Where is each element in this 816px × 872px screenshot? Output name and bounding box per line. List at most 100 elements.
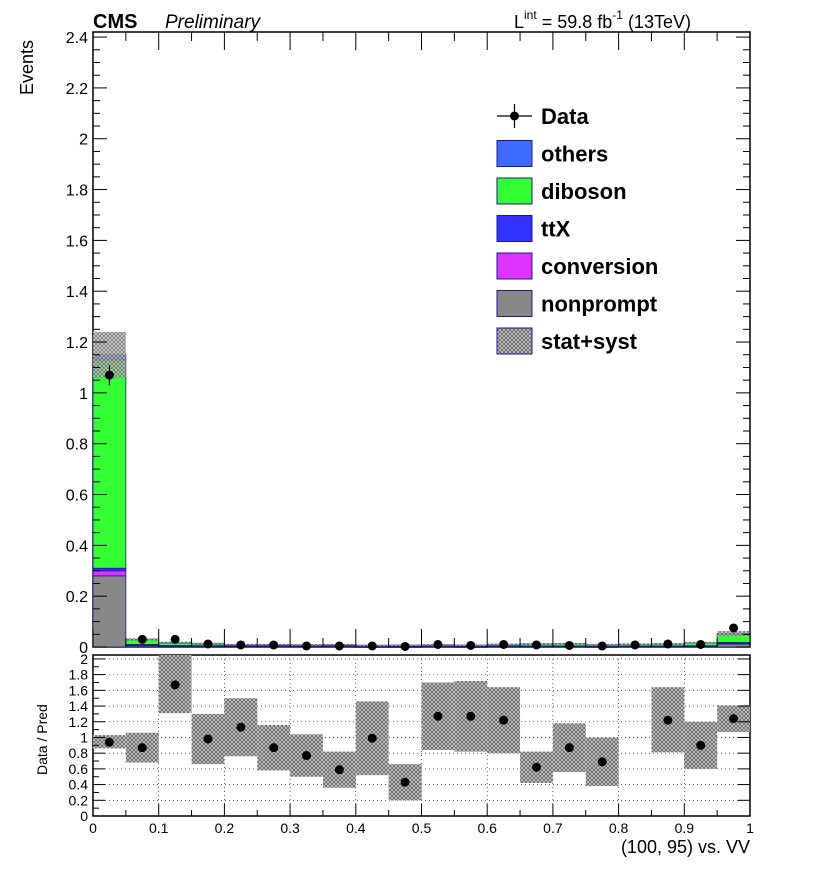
data-point [466,640,476,650]
data-point [630,640,640,650]
ratio-point [696,740,706,750]
legend-swatch-nonprompt [496,290,533,317]
x-tick-label: 0.1 [149,820,169,836]
ratio-point [367,733,377,743]
ratio-data-points [104,680,739,787]
band-stat-syst [717,630,750,637]
data-point [236,640,246,650]
ratio-point [170,680,180,690]
bar-diboson [92,359,127,569]
ratio-point [564,743,574,753]
data-point [302,641,312,651]
x-tick-label: 0.6 [477,820,497,836]
ratio-y-tick-label: 1.6 [69,682,89,698]
lumi-mid: = 59.8 fb [537,12,613,32]
legend-swatch-conversion [496,252,533,280]
lumi-sup: int [524,8,537,22]
legend-label: Data [541,104,589,129]
main-y-axis-title: Events [17,40,37,95]
ratio-y-tick-label: 1.8 [69,667,89,683]
data-point [269,640,279,650]
main-uncertainty-band-overlay [93,331,750,647]
data-point [367,641,377,651]
main-plot-frame [92,31,751,648]
data-point [663,639,673,649]
ratio-point [400,777,410,787]
ratio-point [663,715,673,725]
ratio-point [334,765,344,775]
legend-label: ttX [541,217,571,242]
y-tick-label: 1 [79,386,88,403]
x-tick-label: 0.8 [609,820,629,836]
ratio-y-tick-label: 0 [80,808,88,824]
data-point [499,639,509,649]
legend-swatch-others [496,140,533,167]
bar-conversion [92,570,127,577]
x-axis-title: (100, 95) vs. VV [621,837,750,857]
y-tick-label: 0.8 [66,437,88,454]
ratio-y-tick-label: 0.6 [69,761,89,777]
ratio-y-tick-label: 0.2 [69,792,89,808]
data-point [729,623,739,633]
data-point [170,634,180,644]
data-point [400,641,410,651]
x-tick-label: 0 [89,820,97,836]
data-point [203,639,213,649]
ratio-point [203,734,213,744]
legend-label: others [541,142,608,167]
ratio-point [729,714,739,724]
ratio-y-tick-label: 1 [80,729,88,745]
ratio-point [499,715,509,725]
x-tick-label: 0.2 [215,820,235,836]
ratio-y-tick-label: 1.2 [69,714,89,730]
ratio-uncertainty-band [93,655,750,801]
data-point [334,641,344,651]
x-tick-label: 0.9 [675,820,695,836]
ratio-y-axis-title: Data / Pred [34,704,50,775]
y-tick-label: 2 [79,132,88,149]
main-axes: 0 0.2 0.4 0.6 0.8 1 1.2 1.4 1.6 1.8 2 2.2 2.4 [66,30,751,657]
data-point [597,641,607,651]
y-tick-label: 1.8 [66,183,88,200]
y-tick-label: 0 [79,640,88,657]
main-stack-layer [92,354,751,648]
main-data-points [104,364,739,651]
ratio-point [433,711,443,721]
y-tick-label: 0.4 [66,538,88,555]
luminosity-label: Lint = 59.8 fb-1 (13TeV) [514,8,691,32]
lumi-prefix: L [514,12,524,32]
data-point [104,370,114,380]
ratio-point [236,722,246,732]
legend-swatch-ttX [496,215,533,242]
bar-nonprompt [92,575,127,648]
legend-label: nonprompt [541,292,658,317]
ratio-y-tick-label: 0.8 [69,745,89,761]
cms-label: CMS [93,11,137,33]
y-tick-label: 0.2 [66,589,88,606]
data-point [696,639,706,649]
legend-label: stat+syst [541,329,638,354]
x-tick-label: 0.4 [346,820,366,836]
ratio-point [269,743,279,753]
y-tick-label: 2.2 [66,81,88,98]
y-tick-label: 0.6 [66,488,88,505]
preliminary-label: Preliminary [165,12,262,33]
legend-swatch-diboson [496,177,533,205]
ratio-y-tick-label: 0.4 [69,777,89,793]
lumi-suffix: (13TeV) [623,12,691,32]
x-tick-label: 0.5 [412,820,432,836]
y-tick-label: 1.6 [66,233,88,250]
x-tick-label: 0.7 [543,820,563,836]
x-tick-label: 1 [746,820,754,836]
data-point [531,640,541,650]
ratio-point [531,762,541,772]
data-point [433,639,443,649]
legend-marker-data [510,111,519,121]
ratio-axes: 00.20.40.60.811.21.41.61.820 0.1 0.2 0.3 0.4… [69,651,755,836]
x-tick-label: 0.3 [280,820,300,836]
legend-label: conversion [541,254,658,279]
ratio-point [466,711,476,721]
y-tick-label: 2.4 [66,30,88,47]
ratio-point [104,737,114,747]
ratio-y-tick-label: 1.4 [69,698,89,714]
